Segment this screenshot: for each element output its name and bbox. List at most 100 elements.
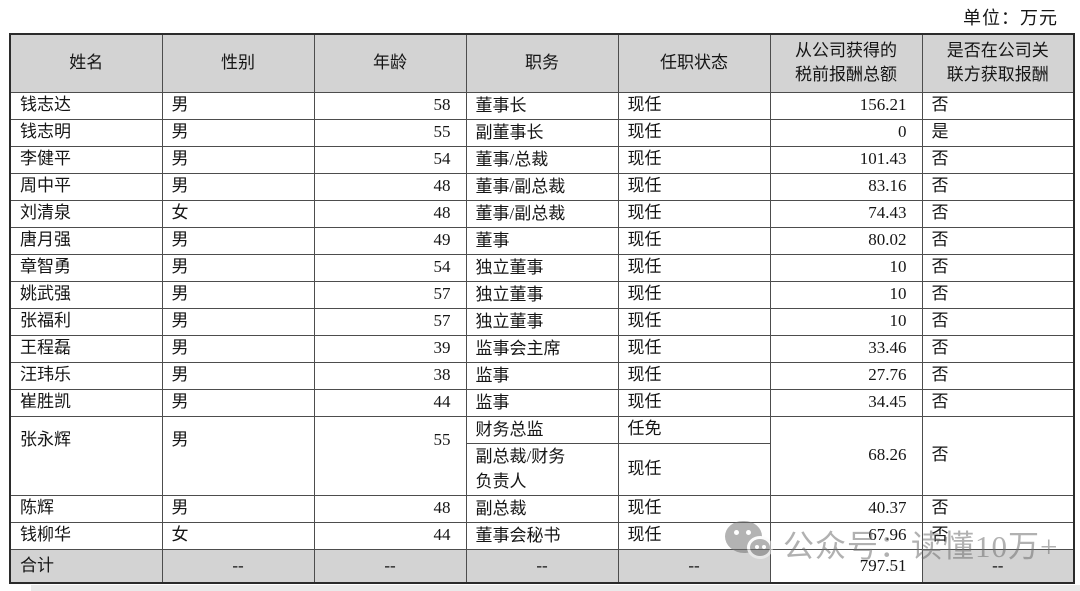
cell-related: 否 (921, 253, 1075, 282)
cell-position: 董事会秘书 (465, 521, 619, 550)
cell-compensation: 10 (769, 307, 923, 336)
cell-related: 否 (921, 172, 1075, 201)
cell-name: 合计 (9, 548, 163, 584)
cell-name: 周中平 (9, 172, 163, 201)
table-row: 唐月强男 49 董事 现任 80.02 否 (9, 226, 1075, 255)
cell-position: 独立董事 (465, 307, 619, 336)
cell-compensation: 74.43 (769, 199, 923, 228)
cell-age: 55 (313, 415, 467, 496)
cell-gender: 男 (161, 91, 315, 120)
total-row: 合计 -- -- -- -- 797.51 -- (9, 548, 1075, 584)
cell-gender: 女 (161, 521, 315, 550)
header-row: 姓名 性别 年龄 职务 任职状态 从公司获得的税前报酬总额 是否在公司关联方获取报酬 (9, 33, 1075, 93)
table-row: 陈辉男 48 副总裁 现任 40.37 否 (9, 494, 1075, 523)
cell-status: 现任 (617, 253, 771, 282)
cell-position: 独立董事 (465, 280, 619, 309)
table-row: 汪玮乐男 38 监事 现任 27.76 否 (9, 361, 1075, 390)
cell-status: 现任 (617, 91, 771, 120)
cell-gender: 男 (161, 253, 315, 282)
cell-gender: 男 (161, 118, 315, 147)
cell-related: 否 (921, 494, 1075, 523)
cell-related: 否 (921, 334, 1075, 363)
cell-position: 董事/总裁 (465, 145, 619, 174)
cell-related: 否 (921, 91, 1075, 120)
cell-status: 现任 (617, 307, 771, 336)
table-row-merged: 副总裁/财务负责人 现任 (10, 442, 1074, 496)
cell-position: 董事长 (465, 91, 619, 120)
cell-gender: 女 (161, 199, 315, 228)
cell-gender: 男 (161, 415, 315, 496)
cell-status: 现任 (617, 334, 771, 363)
cell-age: 49 (313, 226, 467, 255)
cell-gender: 男 (161, 388, 315, 417)
cell-position: 副董事长 (465, 118, 619, 147)
cell-position: -- (465, 548, 619, 584)
cell-status: 现任 (617, 521, 771, 550)
cell-name: 章智勇 (9, 253, 163, 282)
table-header: 姓名 性别 年龄 职务 任职状态 从公司获得的税前报酬总额 是否在公司关联方获取报酬 (9, 33, 1075, 93)
cell-age: 54 (313, 253, 467, 282)
table-row: 周中平男 48 董事/副总裁 现任 83.16 否 (9, 172, 1075, 201)
cell-name: 张福利 (9, 307, 163, 336)
table-row: 钱柳华女 44 董事会秘书 现任 67.96 否 (9, 521, 1075, 550)
cell-status: 现任 (617, 494, 771, 523)
cell-related: 否 (921, 199, 1075, 228)
cell-age: 48 (313, 494, 467, 523)
cell-compensation: 10 (769, 280, 923, 309)
col-header-compensation: 从公司获得的税前报酬总额 (769, 33, 923, 93)
cell-status: 现任 (617, 442, 771, 496)
table-row: 李健平男 54 董事/总裁 现任 101.43 否 (9, 145, 1075, 174)
page-edge-strip (31, 585, 1080, 591)
cell-age: 48 (313, 199, 467, 228)
cell-name: 王程磊 (9, 334, 163, 363)
cell-gender: 男 (161, 361, 315, 390)
cell-name: 张永辉 (9, 415, 163, 496)
cell-compensation: 101.43 (769, 145, 923, 174)
col-header-related: 是否在公司关联方获取报酬 (921, 33, 1075, 93)
cell-name: 陈辉 (9, 494, 163, 523)
cell-compensation: 33.46 (769, 334, 923, 363)
cell-compensation: 10 (769, 253, 923, 282)
cell-compensation: 0 (769, 118, 923, 147)
cell-age: 48 (313, 172, 467, 201)
col-header-gender: 性别 (161, 33, 315, 93)
cell-compensation: 68.26 (769, 415, 923, 496)
cell-age: 55 (313, 118, 467, 147)
cell-position: 董事 (465, 226, 619, 255)
table-row: 姚武强男 57 独立董事 现任 10 否 (9, 280, 1075, 309)
col-header-status: 任职状态 (617, 33, 771, 93)
cell-position: 财务总监 (465, 415, 619, 444)
cell-position: 独立董事 (465, 253, 619, 282)
table-row: 张福利男 57 独立董事 现任 10 否 (9, 307, 1075, 336)
cell-position: 副总裁/财务负责人 (465, 442, 619, 496)
cell-name: 钱柳华 (9, 521, 163, 550)
table-row-merged: 张永辉男 55 财务总监 任免 68.26 否 (9, 415, 1075, 496)
cell-related: 否 (921, 145, 1075, 174)
cell-age: 38 (313, 361, 467, 390)
cell-gender: 男 (161, 145, 315, 174)
cell-name: 崔胜凯 (9, 388, 163, 417)
table-row: 王程磊男 39 监事会主席 现任 33.46 否 (9, 334, 1075, 363)
cell-status: 现任 (617, 226, 771, 255)
cell-position: 董事/副总裁 (465, 172, 619, 201)
cell-gender: 男 (161, 307, 315, 336)
cell-position: 董事/副总裁 (465, 199, 619, 228)
cell-compensation: 40.37 (769, 494, 923, 523)
cell-compensation: 27.76 (769, 361, 923, 390)
cell-status: 现任 (617, 280, 771, 309)
cell-compensation: 83.16 (769, 172, 923, 201)
cell-gender: 男 (161, 494, 315, 523)
cell-age: 44 (313, 388, 467, 417)
cell-age: 39 (313, 334, 467, 363)
table-row: 刘清泉女 48 董事/副总裁 现任 74.43 否 (9, 199, 1075, 228)
table-row: 崔胜凯男 44 监事 现任 34.45 否 (9, 388, 1075, 417)
col-header-age: 年龄 (313, 33, 467, 93)
cell-related: 是 (921, 118, 1075, 147)
cell-gender: 男 (161, 172, 315, 201)
table-row: 钱志明男 55 副董事长 现任 0 是 (9, 118, 1075, 147)
unit-label: 单位：万元 (963, 8, 1058, 28)
col-header-position: 职务 (465, 33, 619, 93)
cell-gender: 男 (161, 280, 315, 309)
cell-age: 57 (313, 307, 467, 336)
col-header-name: 姓名 (9, 33, 163, 93)
